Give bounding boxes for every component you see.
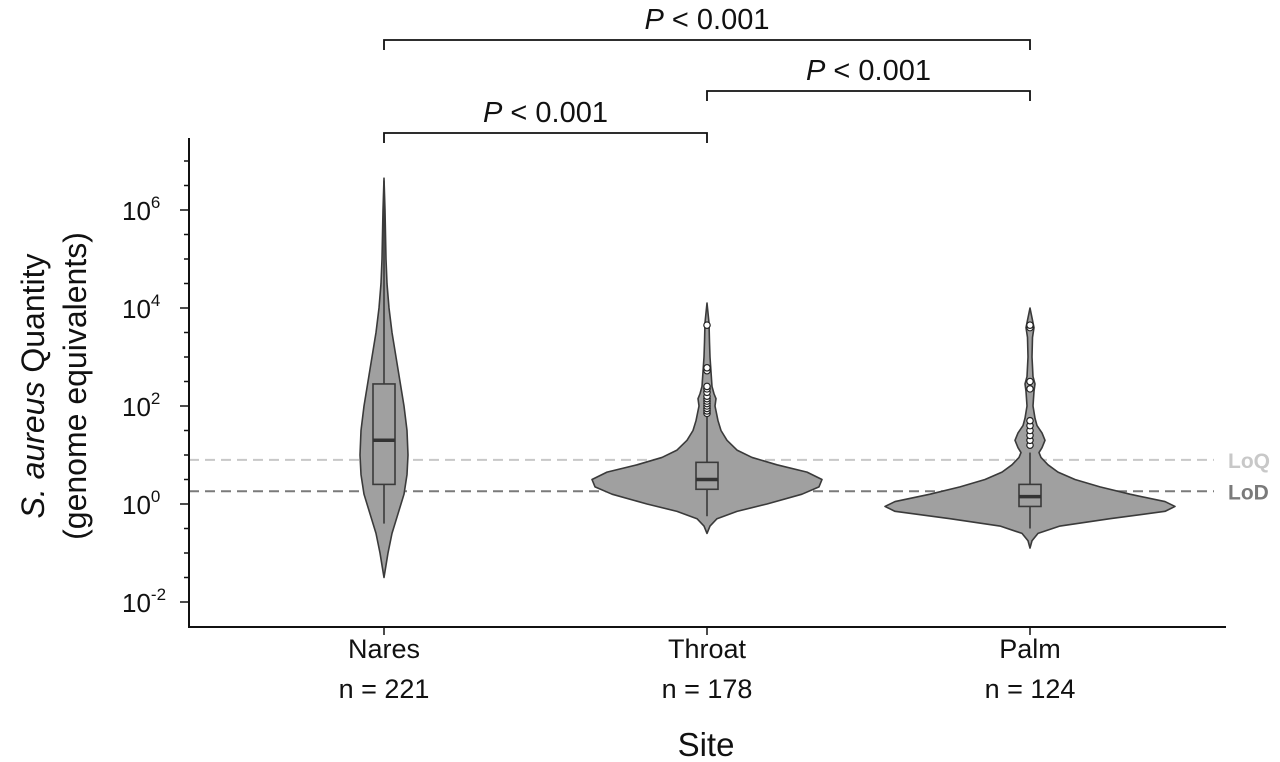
x-tick-n-label: n = 221 — [339, 674, 430, 704]
comparison-bracket — [383, 132, 708, 143]
y-tick-label: 106 — [122, 193, 160, 226]
x-tick-n-label: n = 124 — [985, 674, 1076, 704]
y-axis-title: S. aureus Quantity (genome equivalents) — [15, 232, 93, 540]
outlier-throat — [703, 321, 711, 329]
x-axis-title: Site — [678, 726, 735, 762]
loq-label: LoQ — [1228, 450, 1270, 473]
comparison-p-value: P < 0.001 — [645, 4, 770, 36]
y-axis-title-italic: S. aureus — [15, 382, 51, 519]
outlier-throat — [703, 382, 711, 391]
p-symbol: P — [483, 97, 503, 129]
x-tick-n-label: n = 178 — [662, 674, 753, 704]
comparison-p-value: P < 0.001 — [806, 55, 931, 87]
lod-label: LoD — [1228, 481, 1269, 504]
y-tick-base: 10 — [122, 490, 151, 520]
violins — [359, 177, 1176, 579]
y-tick-exponent: 0 — [151, 487, 160, 506]
y-tick-exponent: 2 — [151, 389, 160, 408]
y-tick-exponent: -2 — [151, 585, 166, 604]
outlier-palm — [1026, 416, 1034, 425]
comparison-bracket — [706, 90, 1031, 101]
p-threshold: < 0.001 — [502, 97, 608, 129]
box-nares — [372, 383, 396, 486]
outlier-throat — [703, 363, 711, 372]
y-tick-label: 104 — [122, 291, 160, 324]
box-throat — [695, 461, 719, 491]
outlier-palm — [1026, 377, 1034, 386]
svg-text:S. aureus Quantity: S. aureus Quantity — [15, 253, 51, 518]
outlier-palm — [1026, 321, 1034, 329]
p-symbol: P — [645, 4, 665, 36]
x-tick-label: Nares — [348, 634, 420, 664]
y-tick-base: 10 — [122, 294, 151, 324]
y-tick-exponent: 4 — [151, 291, 160, 310]
y-tick-label: 100 — [122, 487, 160, 520]
y-axis-title-rest: Quantity — [15, 253, 51, 381]
comparison-bracket — [383, 39, 1031, 50]
y-tick-base: 10 — [122, 588, 151, 618]
y-tick-label: 102 — [122, 389, 160, 422]
y-tick-base: 10 — [122, 392, 151, 422]
p-threshold: < 0.001 — [664, 4, 770, 36]
y-tick-base: 10 — [122, 196, 151, 226]
x-tick-label: Throat — [668, 634, 747, 664]
p-threshold: < 0.001 — [825, 55, 931, 87]
y-tick-label: 10-2 — [122, 585, 166, 618]
x-ticks: Nares n = 221 Throat n = 178 Palm n = 124 — [339, 627, 1076, 704]
y-axis-title-line2: (genome equivalents) — [57, 232, 93, 540]
y-tick-exponent: 6 — [151, 193, 160, 212]
p-symbol: P — [806, 55, 826, 87]
outlier-palm — [1026, 385, 1034, 393]
x-tick-label: Palm — [999, 634, 1061, 664]
comparison-p-value: P < 0.001 — [483, 97, 608, 129]
